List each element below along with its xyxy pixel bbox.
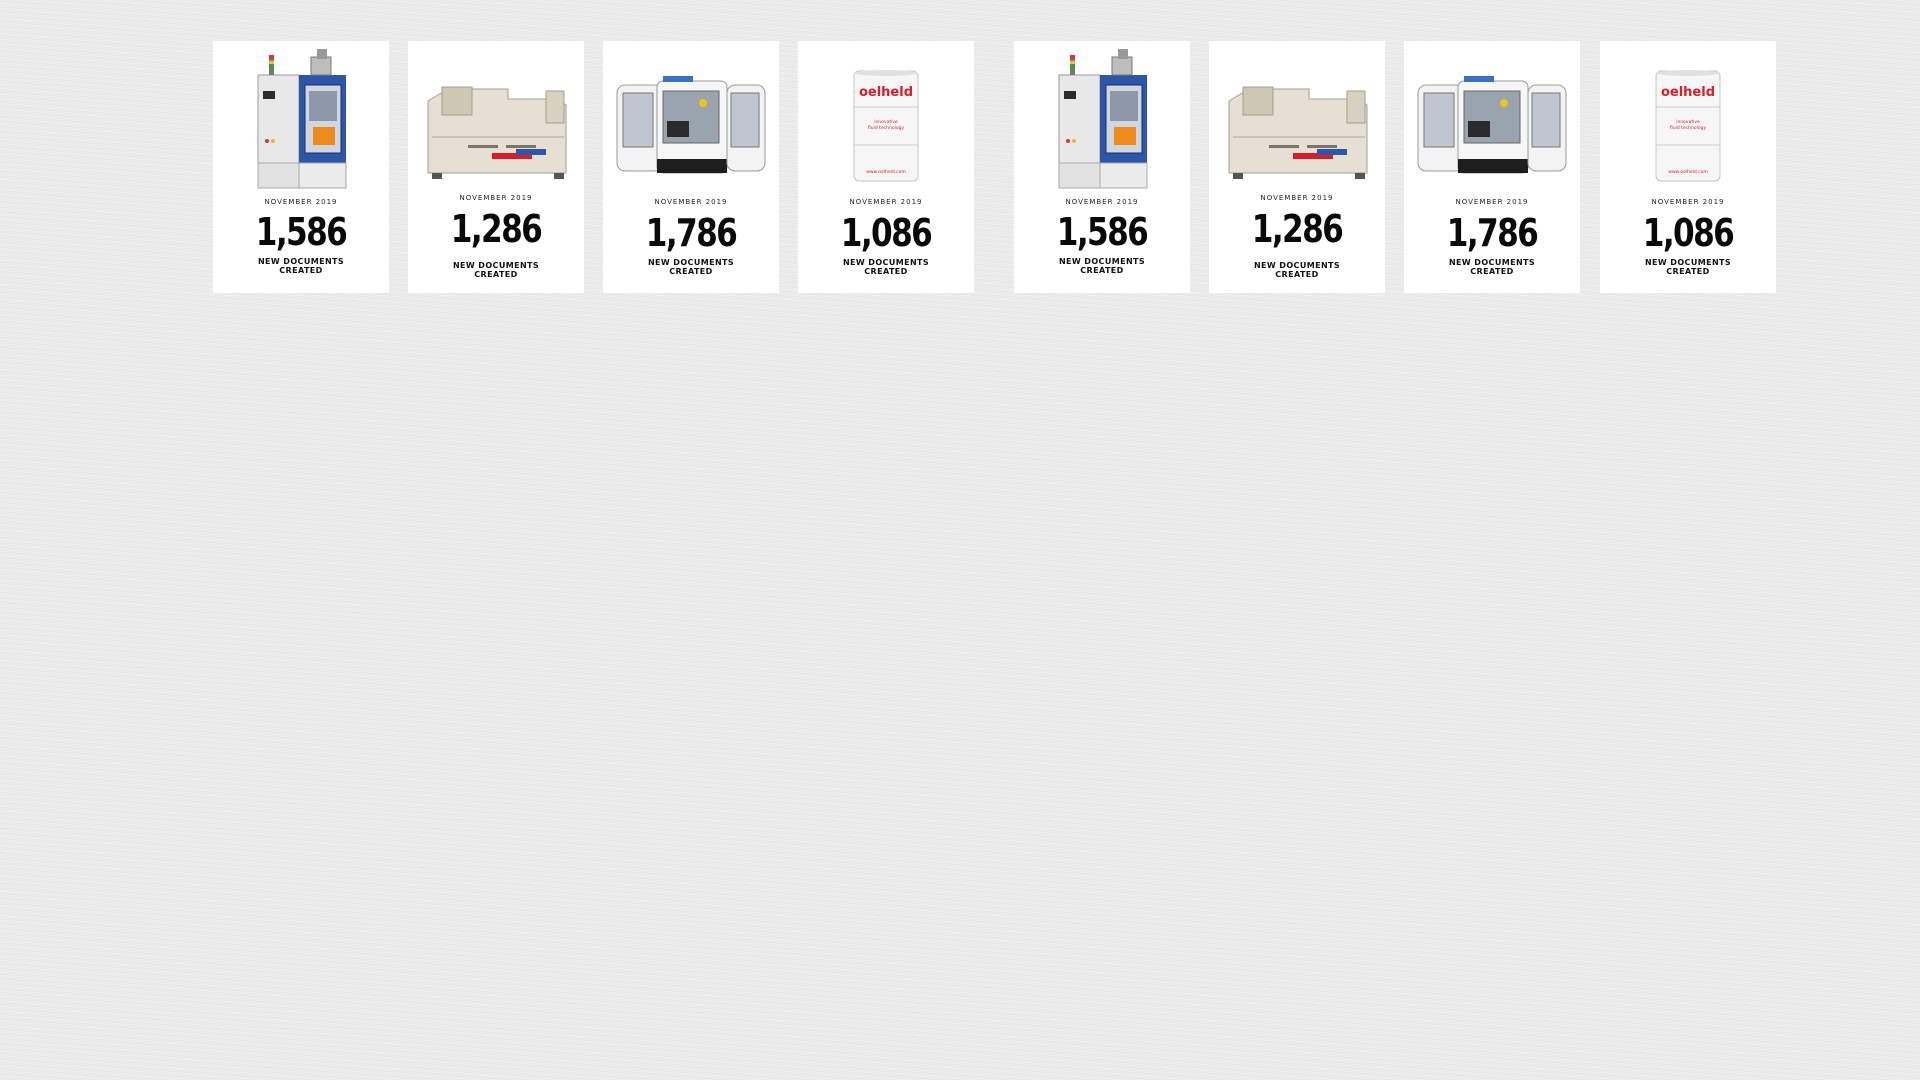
caption-line-1: NEW DOCUMENTS	[452, 261, 540, 270]
card-value: 1,086	[1642, 211, 1735, 255]
caption-line-2: CREATED	[474, 270, 518, 279]
caption-line-2: CREATED	[1275, 270, 1319, 279]
caption-line-1: NEW DOCUMENTS	[1058, 257, 1146, 266]
caption-line-2: CREATED	[864, 267, 908, 276]
card-caption: NEW DOCUMENTS CREATED	[1600, 258, 1776, 276]
stat-card[interactable]: NOVEMBER 2019 1,286 NEW DOCUMENTS CREATE…	[1209, 41, 1385, 293]
caption-line-1: NEW DOCUMENTS	[1253, 261, 1341, 270]
card-value: 1,786	[1446, 211, 1539, 255]
drum-brand-text: oelheld	[859, 85, 913, 100]
card-month: NOVEMBER 2019	[849, 198, 923, 206]
caption-line-2: CREATED	[1080, 266, 1124, 275]
card-caption: NEW DOCUMENTS CREATED	[1404, 258, 1580, 276]
card-caption: NEW DOCUMENTS CREATED	[408, 261, 584, 279]
caption-line-1: NEW DOCUMENTS	[1644, 258, 1732, 267]
card-caption: NEW DOCUMENTS CREATED	[1209, 261, 1385, 279]
drum-url: www.oelheld.com	[866, 169, 906, 175]
stat-card[interactable]: NOVEMBER 2019 1,786 NEW DOCUMENTS CREATE…	[1404, 41, 1580, 293]
machining-center-icon	[1404, 41, 1580, 191]
card-month: NOVEMBER 2019	[264, 198, 338, 206]
cnc-grinding-machine-icon	[213, 41, 389, 191]
drum-tagline-2: fluid technology	[868, 125, 905, 131]
cnc-grinding-machine-icon	[1014, 41, 1190, 191]
caption-line-2: CREATED	[279, 266, 323, 275]
card-value: 1,586	[1056, 210, 1149, 254]
card-caption: NEW DOCUMENTS CREATED	[1014, 257, 1190, 275]
drum-tagline-1: innovative	[874, 119, 898, 125]
caption-line-1: NEW DOCUMENTS	[1448, 258, 1536, 267]
card-month: NOVEMBER 2019	[654, 198, 728, 206]
card-month: NOVEMBER 2019	[1260, 194, 1334, 202]
industrial-filter-unit-icon	[408, 41, 584, 191]
stat-card[interactable]: NOVEMBER 2019 1,586 NEW DOCUMENTS CREATE…	[1014, 41, 1190, 293]
card-value: 1,786	[645, 211, 738, 255]
card-caption: NEW DOCUMENTS CREATED	[798, 258, 974, 276]
card-month: NOVEMBER 2019	[1455, 198, 1529, 206]
card-value: 1,586	[255, 210, 348, 254]
stat-card[interactable]: oelheld innovative fluid technology www.…	[798, 41, 974, 293]
drum-tagline-2: fluid technology	[1670, 125, 1707, 131]
oil-drum-icon: oelheld innovative fluid technology www.…	[798, 41, 974, 191]
machining-center-icon	[603, 41, 779, 191]
card-value: 1,286	[1251, 207, 1344, 251]
caption-line-2: CREATED	[1470, 267, 1514, 276]
caption-line-1: NEW DOCUMENTS	[647, 258, 735, 267]
card-value: 1,086	[840, 211, 933, 255]
industrial-filter-unit-icon	[1209, 41, 1385, 191]
stat-card[interactable]: NOVEMBER 2019 1,286 NEW DOCUMENTS CREATE…	[408, 41, 584, 293]
stat-card[interactable]: NOVEMBER 2019 1,586 NEW DOCUMENTS CREATE…	[213, 41, 389, 293]
card-month: NOVEMBER 2019	[1651, 198, 1725, 206]
card-month: NOVEMBER 2019	[459, 194, 533, 202]
caption-line-2: CREATED	[669, 267, 713, 276]
card-value: 1,286	[450, 207, 543, 251]
stat-card[interactable]: oelheld innovative fluid technology www.…	[1600, 41, 1776, 293]
drum-url: www.oelheld.com	[1668, 169, 1708, 175]
card-caption: NEW DOCUMENTS CREATED	[603, 258, 779, 276]
drum-brand-text: oelheld	[1661, 85, 1715, 100]
caption-line-1: NEW DOCUMENTS	[842, 258, 930, 267]
caption-line-1: NEW DOCUMENTS	[257, 257, 345, 266]
oil-drum-icon: oelheld innovative fluid technology www.…	[1600, 41, 1776, 191]
card-month: NOVEMBER 2019	[1065, 198, 1139, 206]
stat-card[interactable]: NOVEMBER 2019 1,786 NEW DOCUMENTS CREATE…	[603, 41, 779, 293]
drum-tagline-1: innovative	[1676, 119, 1700, 125]
card-caption: NEW DOCUMENTS CREATED	[213, 257, 389, 275]
caption-line-2: CREATED	[1666, 267, 1710, 276]
